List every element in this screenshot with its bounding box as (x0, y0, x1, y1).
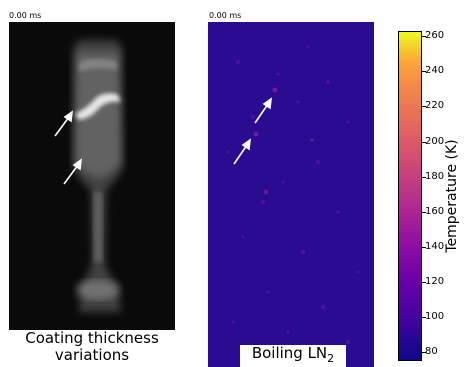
colorbar-tick-mark (422, 282, 426, 283)
colorbar-tick-mark (422, 352, 426, 353)
left-image-panel (9, 22, 175, 367)
colorbar-tick-label: 240 (425, 65, 445, 76)
arrow-icon (54, 110, 73, 137)
colorbar-label: Temperature (K) (444, 139, 460, 253)
right-caption-subscript: 2 (327, 352, 335, 365)
right-caption: Boiling LN2 (240, 345, 346, 367)
colorbar-tick-label: 120 (425, 276, 445, 287)
thermal-image (208, 22, 374, 367)
colorbar-tick-mark (422, 36, 426, 37)
specimen-head (75, 52, 121, 178)
boiling-speckles (226, 45, 360, 344)
coating-streak (75, 93, 121, 120)
colorbar-tick-label: 200 (425, 136, 445, 147)
colorbar-tick-label: 160 (425, 206, 445, 217)
colorbar-tick-label: 140 (425, 241, 445, 252)
left-timestamp: 0.00 ms (9, 11, 42, 20)
colorbar-tick-label: 80 (425, 346, 438, 357)
colorbar-tick-mark (422, 317, 426, 318)
colorbar-tick-mark (422, 177, 426, 178)
right-caption-text: Boiling LN (251, 344, 328, 362)
arrow-icon (233, 138, 251, 165)
colorbar-tick-mark (422, 247, 426, 248)
coating-grayscale-image (9, 22, 175, 367)
left-caption-line1: Coating thickness (25, 329, 159, 347)
arrow-icon (63, 158, 82, 185)
colorbar-tick-label: 100 (425, 311, 445, 322)
right-timestamp: 0.00 ms (209, 11, 242, 20)
right-image-panel (208, 22, 374, 367)
colorbar-tick-label: 180 (425, 171, 445, 182)
colorbar-tick-label: 260 (425, 30, 445, 41)
left-caption-line2: variations (54, 346, 130, 364)
left-caption: Coating thickness variations (9, 330, 175, 367)
colorbar (398, 31, 422, 361)
colorbar-gradient (399, 32, 421, 360)
colorbar-tick-mark (422, 212, 426, 213)
colorbar-tick-label: 220 (425, 100, 445, 111)
colorbar-tick-mark (422, 106, 426, 107)
colorbar-tick-mark (422, 142, 426, 143)
colorbar-tick-mark (422, 71, 426, 72)
arrow-icon (254, 97, 272, 124)
